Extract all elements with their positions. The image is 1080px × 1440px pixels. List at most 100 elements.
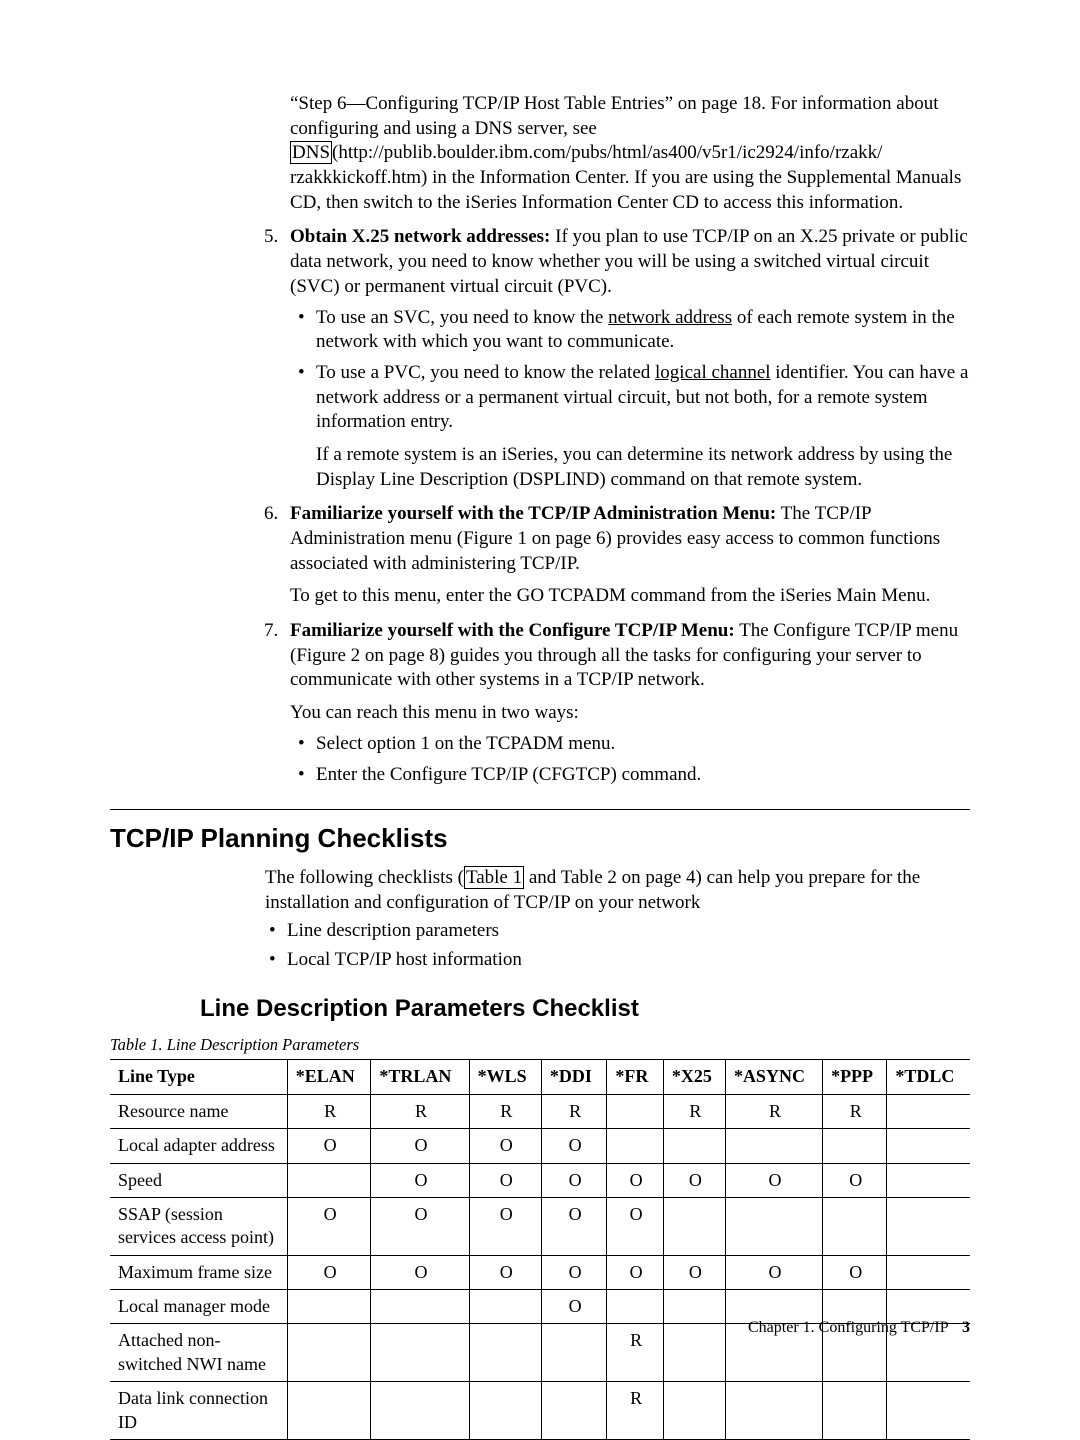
list-number: 5. (264, 225, 278, 250)
cell-value (887, 1094, 970, 1128)
cell-value: O (469, 1163, 541, 1197)
col-header: *DDI (541, 1060, 606, 1094)
sec1-bullet-2: Local TCP/IP host information (265, 948, 970, 973)
subsection-heading-line-desc: Line Description Parameters Checklist (200, 993, 970, 1024)
cell-value (887, 1163, 970, 1197)
cell-value (287, 1324, 371, 1382)
dns-link[interactable]: DNS (290, 141, 332, 164)
cell-value: R (663, 1094, 725, 1128)
row-label: Data link connection ID (110, 1382, 287, 1440)
sec1-paragraph: The following checklists (Table 1 and Ta… (265, 866, 970, 973)
cell-value: O (607, 1197, 663, 1255)
list-number: 6. (264, 502, 278, 527)
cell-value: O (287, 1255, 371, 1289)
cell-value (607, 1290, 663, 1324)
cell-value (287, 1163, 371, 1197)
table-header-row: Line Type*ELAN*TRLAN*WLS*DDI*FR*X25*ASYN… (110, 1060, 970, 1094)
col-header: *PPP (823, 1060, 887, 1094)
cell-value (371, 1324, 469, 1382)
cell-value (887, 1197, 970, 1255)
col-header: *FR (607, 1060, 663, 1094)
footer-page-number: 3 (962, 1319, 970, 1336)
table-row: SSAP (session services access point)OOOO… (110, 1197, 970, 1255)
cell-value: O (541, 1129, 606, 1163)
col-header: *ELAN (287, 1060, 371, 1094)
col-header: *WLS (469, 1060, 541, 1094)
list-item-7: 7. Familiarize yourself with the Configu… (290, 619, 970, 787)
cell-value: O (607, 1255, 663, 1289)
row-label: Attached non-switched NWI name (110, 1324, 287, 1382)
list-item-6: 6. Familiarize yourself with the TCP/IP … (290, 502, 970, 609)
intro-text-b: (http://publib.boulder.ibm.com/pubs/html… (290, 142, 961, 212)
cell-value (371, 1290, 469, 1324)
item5-bullet-2: To use a PVC, you need to know the relat… (290, 361, 970, 435)
row-label: SSAP (session services access point) (110, 1197, 287, 1255)
cell-value: O (725, 1163, 822, 1197)
item7-bullet-2: Enter the Configure TCP/IP (CFGTCP) comm… (290, 763, 970, 788)
cell-value (541, 1382, 606, 1440)
sec1-bullet-1: Line description parameters (265, 919, 970, 944)
cell-value (469, 1382, 541, 1440)
cell-value: O (541, 1197, 606, 1255)
section-heading-checklists: TCP/IP Planning Checklists (110, 822, 970, 856)
cell-value: O (469, 1255, 541, 1289)
table1-link[interactable]: Table 1 (464, 866, 524, 889)
cell-value (887, 1255, 970, 1289)
col-header: *ASYNC (725, 1060, 822, 1094)
intro-text-a: “Step 6—Configuring TCP/IP Host Table En… (290, 93, 938, 139)
item5-b2a: To use a PVC, you need to know the relat… (316, 362, 655, 383)
cell-value (823, 1129, 887, 1163)
cell-value (663, 1129, 725, 1163)
cell-value (663, 1324, 725, 1382)
footer-chapter: Chapter 1. Configuring TCP/IP (748, 1319, 948, 1336)
cell-value: O (823, 1163, 887, 1197)
item5-after: If a remote system is an iSeries, you ca… (290, 443, 970, 492)
item5-b2-underline: logical channel (655, 362, 771, 383)
cell-value: R (823, 1094, 887, 1128)
line-description-table: Line Type*ELAN*TRLAN*WLS*DDI*FR*X25*ASYN… (110, 1059, 970, 1440)
content-area: “Step 6—Configuring TCP/IP Host Table En… (110, 92, 970, 1440)
cell-value: O (541, 1290, 606, 1324)
cell-value: O (371, 1129, 469, 1163)
cell-value (725, 1197, 822, 1255)
cell-value: O (663, 1255, 725, 1289)
cell-value (725, 1382, 822, 1440)
cell-value (607, 1094, 663, 1128)
item5-b1-underline: network address (608, 307, 732, 328)
cell-value (823, 1197, 887, 1255)
item5-bullet-1: To use an SVC, you need to know the netw… (290, 306, 970, 355)
cell-value (887, 1382, 970, 1440)
list-item-5: 5. Obtain X.25 network addresses: If you… (290, 225, 970, 492)
cell-value: R (287, 1094, 371, 1128)
cell-value (663, 1197, 725, 1255)
table-row: Local adapter addressOOOO (110, 1129, 970, 1163)
col-header: *TDLC (887, 1060, 970, 1094)
cell-value: R (371, 1094, 469, 1128)
table-caption: Table 1. Line Description Parameters (110, 1034, 970, 1055)
row-label: Speed (110, 1163, 287, 1197)
cell-value: O (287, 1197, 371, 1255)
cell-value: O (287, 1129, 371, 1163)
cell-value (663, 1290, 725, 1324)
cell-value: O (371, 1163, 469, 1197)
page-footer: Chapter 1. Configuring TCP/IP 3 (748, 1318, 970, 1339)
section-rule (110, 809, 970, 810)
sec1-pa: The following checklists ( (265, 867, 464, 888)
cell-value (469, 1290, 541, 1324)
row-label: Maximum frame size (110, 1255, 287, 1289)
col-header: *X25 (663, 1060, 725, 1094)
cell-value: O (823, 1255, 887, 1289)
cell-value: O (725, 1255, 822, 1289)
item6-lead: Familiarize yourself with the TCP/IP Adm… (290, 503, 776, 524)
cell-value: R (469, 1094, 541, 1128)
cell-value (287, 1382, 371, 1440)
cell-value: O (607, 1163, 663, 1197)
page: “Step 6—Configuring TCP/IP Host Table En… (0, 0, 1080, 1397)
cell-value: O (371, 1197, 469, 1255)
table-row: Resource nameRRRRRRR (110, 1094, 970, 1128)
item5-lead: Obtain X.25 network addresses: (290, 226, 550, 247)
cell-value (823, 1382, 887, 1440)
cell-value (607, 1129, 663, 1163)
cell-value: O (469, 1129, 541, 1163)
item7-after: You can reach this menu in two ways: (290, 701, 970, 726)
